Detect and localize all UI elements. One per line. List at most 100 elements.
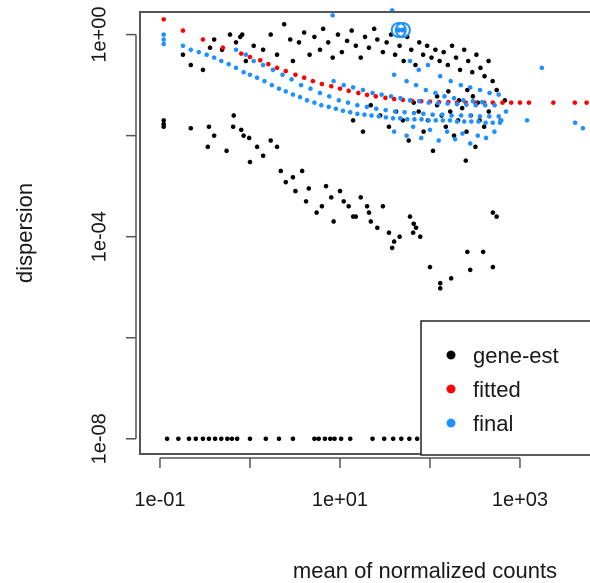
data-point: [414, 436, 420, 442]
data-point: [234, 436, 240, 442]
data-point: [482, 73, 487, 79]
data-point: [299, 168, 305, 174]
data-point: [314, 210, 319, 215]
data-point: [508, 100, 514, 105]
data-point: [339, 49, 345, 55]
data-point: [375, 225, 380, 231]
data-point: [448, 78, 454, 84]
data-point: [307, 52, 312, 57]
data-point: [283, 68, 289, 74]
data-point: [539, 65, 545, 71]
data-point: [404, 133, 409, 138]
legend: gene-est fitted final: [420, 320, 590, 456]
data-point: [341, 199, 346, 204]
data-point: [161, 37, 166, 42]
data-point: [477, 87, 483, 93]
data-point: [281, 21, 287, 27]
data-point: [373, 106, 379, 112]
data-point: [310, 78, 316, 84]
data-point: [407, 98, 413, 103]
data-point: [346, 88, 351, 94]
data-point: [304, 98, 310, 103]
data-point: [503, 109, 509, 114]
data-point: [454, 101, 460, 107]
data-point: [283, 179, 289, 185]
data-point: [391, 239, 397, 244]
data-point: [238, 51, 244, 56]
data-point: [362, 112, 367, 117]
data-point: [340, 108, 346, 114]
data-point: [370, 436, 375, 442]
data-point: [440, 118, 446, 123]
data-point: [227, 32, 233, 37]
data-point: [420, 52, 426, 57]
data-point: [337, 86, 343, 91]
data-point: [398, 436, 404, 442]
legend-label: gene-est: [473, 343, 559, 368]
data-point: [218, 436, 224, 442]
data-point: [274, 52, 280, 57]
data-point: [392, 109, 398, 114]
data-point: [384, 40, 389, 45]
data-point: [369, 113, 374, 118]
data-point: [498, 118, 504, 123]
data-point: [368, 219, 374, 224]
data-point: [490, 78, 495, 84]
data-point: [206, 436, 212, 442]
data-point: [572, 120, 578, 126]
data-point: [290, 174, 296, 180]
data-point: [327, 436, 333, 442]
data-point: [344, 38, 350, 44]
data-point: [276, 86, 282, 91]
data-point: [200, 37, 206, 42]
data-point: [362, 34, 368, 40]
x-tick-label: 1e-01: [134, 489, 185, 511]
data-point: [380, 49, 386, 55]
data-point: [161, 17, 166, 22]
data-point: [486, 109, 492, 114]
data-point: [383, 107, 388, 113]
data-point: [230, 124, 236, 130]
data-point: [355, 111, 360, 117]
data-point: [370, 90, 375, 96]
data-point: [494, 214, 499, 219]
data-point: [161, 41, 166, 47]
data-point: [469, 69, 475, 75]
data-point: [482, 102, 488, 108]
legend-marker: [446, 350, 456, 360]
outlier-marker: [394, 22, 411, 38]
data-point: [239, 32, 245, 37]
data-point: [407, 436, 412, 442]
data-point: [238, 127, 244, 133]
data-point: [473, 144, 478, 150]
data-point: [416, 109, 422, 114]
data-point: [229, 436, 235, 442]
data-point: [246, 135, 252, 141]
data-point: [427, 264, 433, 270]
data-point: [426, 118, 431, 123]
data-point: [356, 90, 361, 96]
data-point: [301, 75, 307, 81]
data-point: [188, 47, 194, 53]
data-point: [262, 78, 267, 84]
data-point: [379, 92, 384, 97]
data-point: [490, 264, 496, 270]
data-point: [188, 62, 194, 68]
data-point: [293, 188, 298, 194]
data-point: [353, 43, 359, 49]
data-point: [312, 436, 317, 442]
data-point: [353, 214, 359, 219]
data-point: [475, 133, 481, 138]
data-point: [447, 118, 453, 123]
data-point: [427, 127, 433, 133]
data-point: [404, 78, 409, 84]
data-point: [278, 168, 284, 174]
data-point: [331, 78, 336, 84]
data-point: [319, 81, 325, 87]
data-point: [419, 117, 424, 122]
data-point: [425, 62, 431, 68]
data-point: [457, 67, 463, 73]
data-point: [477, 114, 483, 119]
data-point: [350, 118, 356, 123]
data-point: [180, 28, 186, 33]
